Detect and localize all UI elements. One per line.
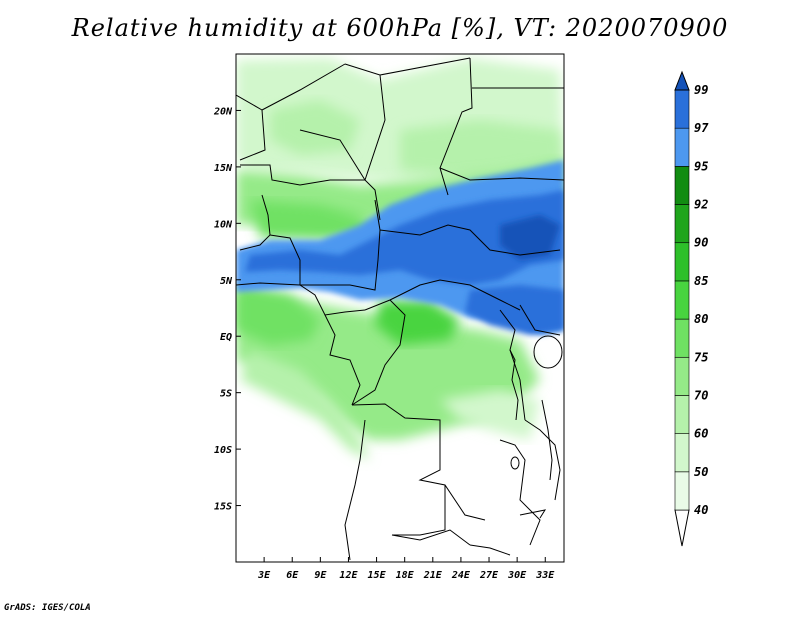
- colorbar-segment: [674, 318, 690, 358]
- colorbar-arrow-high: [674, 70, 690, 91]
- colorbar-segment: [674, 280, 690, 320]
- humidity-region-low: [240, 350, 370, 460]
- colorbar: 40 50 60 70 75 80 85 90 92 95 97 99: [674, 70, 709, 547]
- colorbar-segment: [674, 166, 690, 205]
- chart-title: Relative humidity at 600hPa [%], VT: 202…: [71, 14, 729, 42]
- latitude-axis: 20N 15N 10N 5N EQ 5S 10S 15S: [213, 106, 241, 513]
- colorbar-label: 85: [694, 274, 708, 288]
- longitude-tick-label: 21E: [423, 570, 443, 581]
- longitude-tick-label: 24E: [451, 570, 471, 581]
- colorbar-label: 60: [694, 427, 708, 441]
- longitude-tick-label: 3E: [257, 570, 271, 581]
- longitude-tick-label: 27E: [479, 570, 499, 581]
- colorbar-label: 95: [694, 159, 708, 173]
- colorbar-segment: [674, 127, 690, 167]
- humidity-region-mid: [375, 300, 460, 345]
- humidity-region-low: [400, 120, 564, 178]
- colorbar-label: 90: [694, 236, 708, 250]
- latitude-tick-label: EQ: [220, 332, 232, 343]
- colorbar-segment: [674, 242, 690, 282]
- longitude-axis: 3E 6E 9E 12E 15E 18E 21E 24E 27E 30E 33E: [257, 557, 555, 581]
- humidity-region-high: [465, 285, 564, 335]
- humidity-region-mid: [236, 285, 320, 345]
- colorbar-label: 70: [694, 388, 708, 402]
- colorbar-label: 97: [694, 121, 709, 135]
- colorbar-label: 75: [694, 350, 708, 364]
- colorbar-label: 99: [694, 83, 708, 97]
- humidity-region-high: [500, 215, 560, 260]
- footer-credit: GrADS: IGES/COLA: [4, 603, 91, 613]
- colorbar-arrow-low: [674, 509, 690, 547]
- colorbar-segment: [674, 89, 690, 129]
- colorbar-label: 92: [694, 198, 708, 212]
- latitude-tick-label: 15N: [214, 163, 233, 174]
- humidity-region-low: [270, 100, 360, 155]
- longitude-tick-label: 12E: [339, 570, 358, 581]
- colorbar-label: 50: [694, 465, 708, 479]
- latitude-tick-label: 10S: [214, 445, 232, 456]
- longitude-tick-label: 30E: [507, 570, 527, 581]
- colorbar-segment: [674, 395, 690, 434]
- longitude-tick-label: 6E: [286, 570, 299, 581]
- latitude-tick-label: 10N: [214, 219, 233, 230]
- colorbar-label: 80: [694, 312, 708, 326]
- colorbar-label: 40: [694, 503, 708, 517]
- colorbar-segment: [674, 471, 690, 511]
- latitude-tick-label: 15S: [214, 502, 232, 513]
- latitude-tick-label: 5S: [220, 389, 232, 400]
- colorbar-segment: [674, 433, 690, 473]
- colorbar-segment: [674, 204, 690, 244]
- map-frame: [235, 53, 565, 563]
- longitude-tick-label: 18E: [396, 570, 415, 581]
- longitude-tick-label: 9E: [314, 570, 327, 581]
- lakes: [509, 335, 563, 519]
- country-borders: [236, 57, 564, 561]
- humidity-field: [236, 54, 564, 562]
- longitude-tick-label: 15E: [368, 570, 387, 581]
- colorbar-segment: [674, 356, 690, 396]
- longitude-tick-label: 33E: [535, 570, 555, 581]
- latitude-tick-label: 5N: [220, 276, 233, 287]
- humidity-region-high: [245, 190, 564, 285]
- humidity-region-low: [440, 390, 540, 440]
- latitude-tick-label: 20N: [213, 106, 233, 117]
